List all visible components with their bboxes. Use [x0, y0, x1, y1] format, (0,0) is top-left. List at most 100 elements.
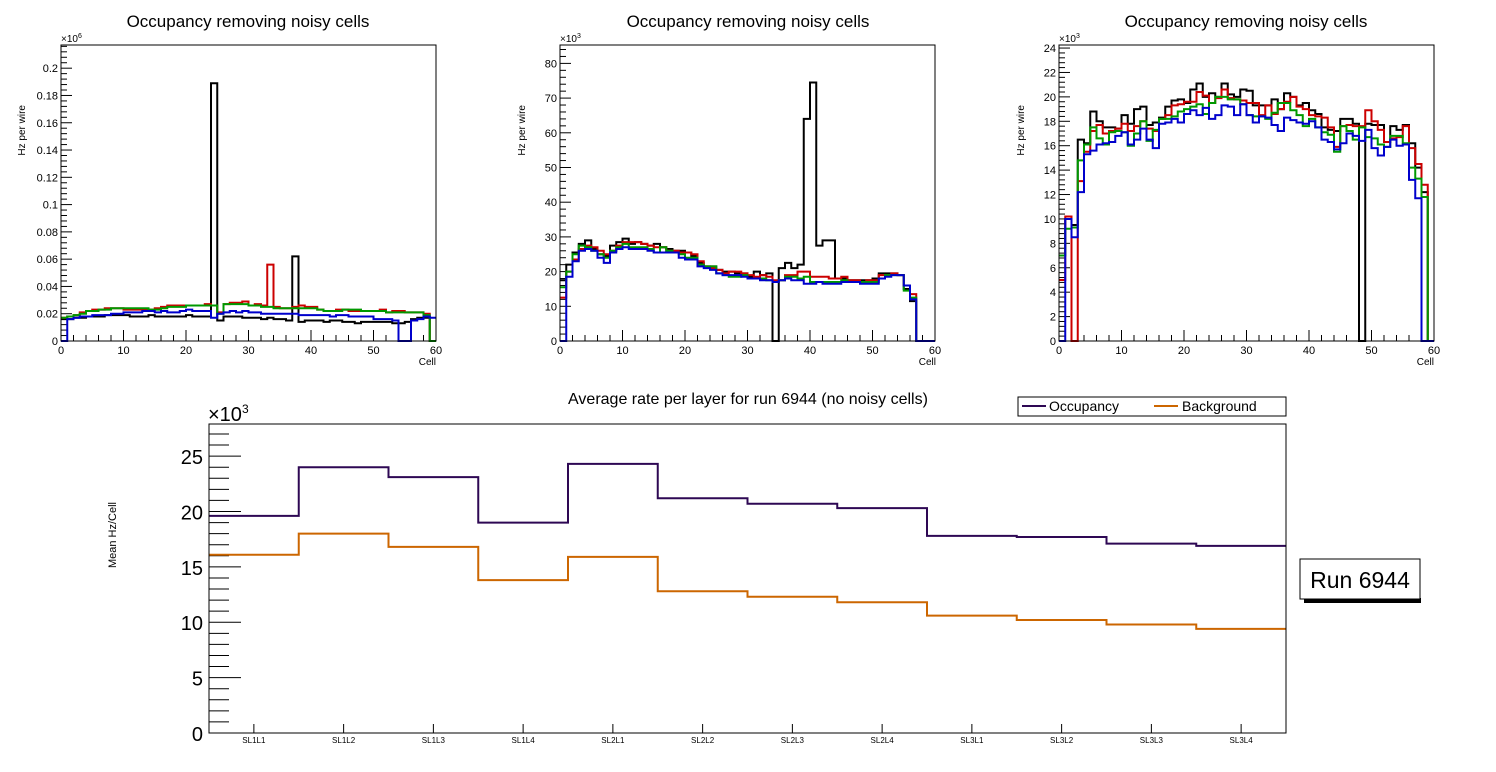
- y-tick-label: 0.04: [37, 281, 58, 293]
- series-group: [209, 462, 1286, 630]
- x-tick-label: 60: [1428, 345, 1440, 357]
- y-tick-label: 0: [52, 336, 58, 348]
- y-tick-label: 0.08: [37, 227, 58, 239]
- x-ticks: 0 10 20 30 40 50 60: [1056, 330, 1440, 357]
- x-category-label: SL1L1: [242, 736, 266, 745]
- y-tick-label: 5: [192, 669, 203, 691]
- y-tick-label: 10: [545, 301, 557, 313]
- x-category-label: SL3L4: [1230, 736, 1254, 745]
- series-blue: [1059, 103, 1434, 342]
- series-blue: [61, 308, 436, 342]
- y-tick-label: 50: [545, 162, 557, 174]
- y-tick-label: 0: [551, 336, 557, 348]
- y-tick-label: 2: [1050, 312, 1056, 324]
- plot-frame: [60, 44, 437, 342]
- x-tick-label: 60: [929, 345, 941, 357]
- panel-cell-occupancy-2: Occupancy removing noisy cells Hz per wi…: [517, 12, 941, 368]
- chart-title: Average rate per layer for run 6944 (no …: [568, 391, 928, 408]
- y-tick-label: 20: [1044, 92, 1056, 104]
- panel-cell-occupancy-1: Occupancy removing noisy cells Hz per wi…: [17, 12, 442, 368]
- y-axis-label: Mean Hz/Cell: [107, 502, 119, 568]
- x-category-label: SL1L4: [512, 736, 536, 745]
- chart-title: Occupancy removing noisy cells: [127, 12, 370, 31]
- y-exponent-label: ×103: [208, 402, 249, 426]
- x-tick-label: 20: [180, 345, 192, 357]
- series-group: [1059, 82, 1434, 342]
- x-tick-label: 40: [1303, 345, 1315, 357]
- annotation-shadow: [1304, 598, 1421, 603]
- x-category-label: SL3L3: [1140, 736, 1164, 745]
- exponent: 3: [1076, 33, 1080, 40]
- x-axis-label: Cell: [419, 357, 436, 368]
- legend-label-background: Background: [1182, 398, 1257, 414]
- series-green: [61, 303, 436, 342]
- y-ticks: 0 10 20 30 40 50 60 70 80: [545, 49, 571, 348]
- legend: Occupancy Background: [1017, 396, 1287, 417]
- x-tick-label: 50: [1365, 345, 1377, 357]
- x-tick-label: 40: [305, 345, 317, 357]
- annotation-box: [1299, 558, 1421, 600]
- panel-cell-occupancy-3: Occupancy removing noisy cells Hz per wi…: [1016, 12, 1440, 368]
- y-ticks: 0 0.02 0.04 0.06 0.08 0.1 0.12 0.14 0.16 0.18 0.2: [37, 45, 72, 348]
- run-annotation: Run 6944: [1299, 558, 1421, 603]
- x-tick-label: 0: [1056, 345, 1062, 357]
- y-tick-label: 0: [192, 724, 203, 746]
- x-tick-label: 20: [1178, 345, 1190, 357]
- y-tick-label: 0.06: [37, 254, 58, 266]
- y-tick-label: 70: [545, 93, 557, 105]
- x-tick-label: 40: [804, 345, 816, 357]
- series-occupancy: [209, 462, 1286, 547]
- y-tick-label: 40: [545, 197, 557, 209]
- y-tick-label: 16: [1044, 141, 1056, 153]
- y-tick-label: 0: [1050, 336, 1056, 348]
- y-tick-label: 0.18: [37, 90, 58, 102]
- y-tick-label: 15: [181, 558, 203, 580]
- series-black: [1059, 82, 1434, 342]
- series-blue: [560, 246, 935, 342]
- y-tick-label: 60: [545, 128, 557, 140]
- y-axis-label: Hz per wire: [517, 105, 528, 156]
- y-tick-label: 14: [1044, 165, 1056, 177]
- x-category-label: SL3L2: [1050, 736, 1074, 745]
- y-tick-label: 0.02: [37, 309, 58, 321]
- x-category-label: SL2L4: [871, 736, 895, 745]
- x-axis-label: Cell: [919, 357, 936, 368]
- y-tick-label: 22: [1044, 67, 1056, 79]
- x-ticks: 0 10 20 30 40 50 60: [557, 330, 941, 357]
- x-category-label: SL1L3: [422, 736, 446, 745]
- y-tick-label: 0.1: [43, 200, 58, 212]
- x-axis-label: Cell: [1417, 357, 1434, 368]
- series-green: [560, 242, 935, 342]
- plot-frame: [1058, 44, 1435, 342]
- legend-box: [1017, 396, 1287, 417]
- x-tick-label: 30: [242, 345, 254, 357]
- series-black: [61, 82, 436, 342]
- x-tick-label: 0: [557, 345, 563, 357]
- y-tick-label: 25: [181, 447, 203, 469]
- y-exponent-label: ×106: [61, 33, 82, 45]
- x-tick-label: 20: [679, 345, 691, 357]
- y-tick-label: 0.16: [37, 118, 58, 130]
- x-tick-label: 50: [367, 345, 379, 357]
- x-category-label: SL1L2: [332, 736, 356, 745]
- chart-title: Occupancy removing noisy cells: [627, 12, 870, 31]
- y-tick-label: 0.2: [43, 63, 58, 75]
- series-black: [560, 81, 935, 342]
- annotation-text: Run 6944: [1310, 567, 1410, 593]
- x-category-label: SL3L1: [960, 736, 984, 745]
- series-red: [61, 263, 436, 342]
- exponent: 6: [78, 33, 82, 40]
- y-ticks: 0 5 10 15 20 25: [181, 433, 241, 746]
- y-exponent-label: ×103: [1059, 33, 1080, 45]
- x-tick-label: 10: [616, 345, 628, 357]
- series-group: [560, 81, 935, 342]
- series-group: [61, 82, 436, 342]
- exponent: 3: [577, 33, 581, 40]
- plot-frame: [559, 44, 936, 342]
- x-tick-label: 30: [1240, 345, 1252, 357]
- series-red: [560, 241, 935, 342]
- y-tick-label: 6: [1050, 263, 1056, 275]
- exponent: 3: [242, 402, 249, 416]
- y-exponent-label: ×103: [560, 33, 581, 45]
